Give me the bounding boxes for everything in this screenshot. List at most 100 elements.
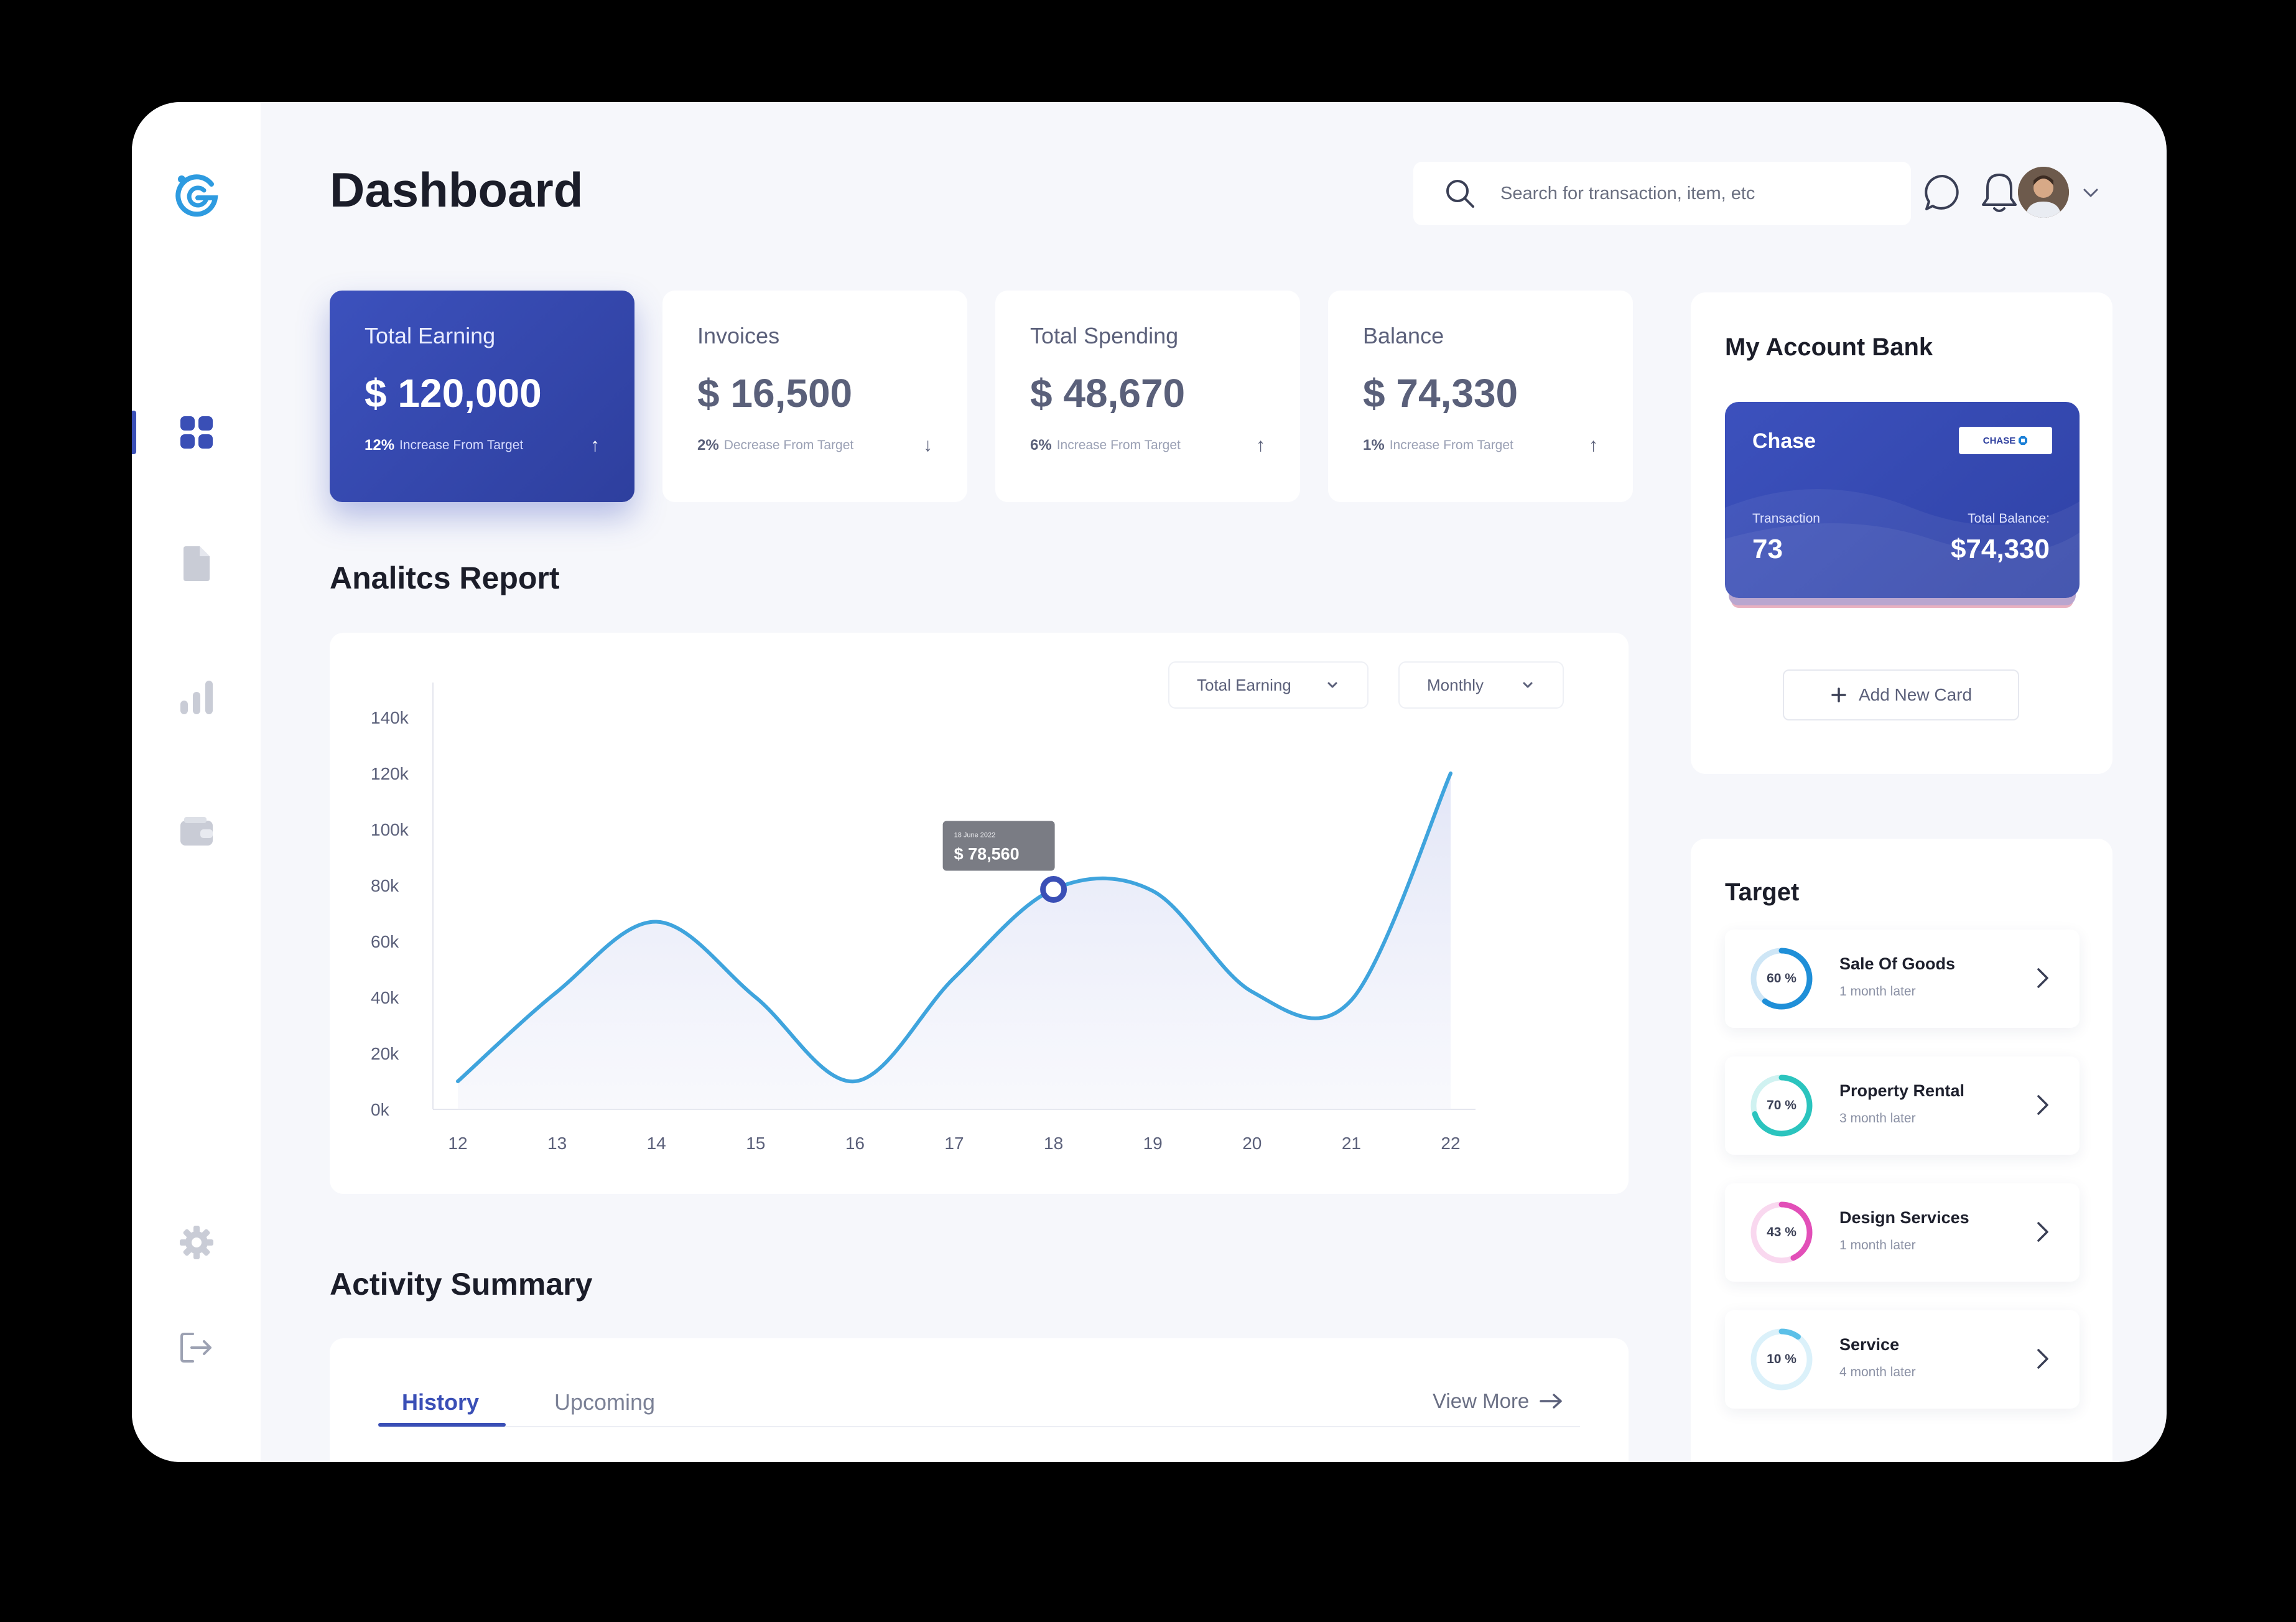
x-tick-label: 13 [547, 1134, 567, 1153]
sidebar-item-documents[interactable] [132, 536, 261, 592]
stat-label: Total Spending [1030, 323, 1179, 348]
app-logo-icon[interactable] [168, 165, 225, 223]
progress-ring [1750, 1328, 1813, 1391]
progress-ring-fill [1750, 1074, 1813, 1137]
stat-value: $ 120,000 [365, 371, 542, 416]
chevron-right-icon [2037, 1349, 2048, 1369]
target-item[interactable]: 10 % Service 4 month later [1725, 1310, 2080, 1409]
x-tick-label: 18 [1044, 1134, 1063, 1153]
sidebar-item-wallet[interactable] [132, 803, 261, 859]
arrow-right-icon [1540, 1394, 1563, 1409]
stat-card-invoices[interactable]: Invoices $ 16,500 2% Decrease From Targe… [662, 291, 967, 502]
chase-octagon-icon [2019, 436, 2028, 445]
stat-card-total-earning[interactable]: Total Earning $ 120,000 12% Increase Fro… [330, 291, 634, 502]
target-item[interactable]: 60 % Sale Of Goods 1 month later [1725, 930, 2080, 1028]
stat-card-balance[interactable]: Balance $ 74,330 1% Increase From Target… [1328, 291, 1633, 502]
x-tick-label: 22 [1441, 1134, 1460, 1153]
target-name: Design Services [1839, 1208, 1969, 1227]
metric-dropdown-value: Total Earning [1197, 675, 1291, 694]
view-more-link[interactable]: View More [1433, 1389, 1564, 1413]
tooltip-box [942, 821, 1055, 871]
stat-footer: 6% Increase From Target ↑ [1030, 435, 1265, 456]
analytics-title: Analitcs Report [330, 561, 560, 595]
x-tick-label: 12 [448, 1134, 467, 1153]
chevron-right-icon [2037, 968, 2048, 988]
stat-percent: 12% [365, 437, 395, 454]
transaction-label: Transaction [1752, 511, 1820, 526]
analytics-chart-card: Total Earning Monthly 140k 120k 100k 80k 60k… [330, 633, 1629, 1194]
plus-icon [1831, 687, 1846, 702]
balance-label: Total Balance: [1968, 511, 2050, 526]
sidebar-item-settings[interactable] [132, 1214, 261, 1270]
stat-value: $ 16,500 [697, 371, 853, 416]
metric-dropdown[interactable]: Total Earning [1168, 661, 1369, 709]
bank-panel-title: My Account Bank [1725, 333, 1933, 361]
target-name: Service [1839, 1335, 1900, 1354]
activity-card: History Upcoming View More [330, 1338, 1629, 1462]
chat-bubble-icon [1925, 174, 1959, 210]
progress-percent: 43 % [1767, 1225, 1796, 1239]
target-item[interactable]: 43 % Design Services 1 month later [1725, 1183, 2080, 1282]
logout-icon [180, 1333, 211, 1363]
bank-account-panel: My Account Bank Chase CHASE Transaction … [1691, 292, 2112, 774]
stat-card-total-spending[interactable]: Total Spending $ 48,670 6% Increase From… [995, 291, 1300, 502]
target-item[interactable]: 70 % Property Rental 3 month later [1725, 1056, 2080, 1155]
tab-upcoming[interactable]: Upcoming [554, 1389, 656, 1415]
y-tick-label: 120k [371, 764, 409, 783]
search-icon [1446, 180, 1474, 208]
messages-button[interactable] [1918, 168, 1968, 218]
stat-footer: 1% Increase From Target ↑ [1363, 435, 1598, 456]
stat-note: Increase From Target [1056, 438, 1181, 452]
bell-icon [1982, 174, 2017, 212]
chase-logo-text: CHASE [1982, 435, 2016, 446]
series-line [456, 771, 1452, 1084]
x-tick-label: 19 [1143, 1134, 1163, 1153]
analytics-chart[interactable]: 140k 120k 100k 80k 60k 40k 20k 0k 12 13 14 15 16 17 18… [330, 633, 1629, 1194]
area-fill [458, 773, 1451, 1109]
target-name: Property Rental [1839, 1081, 1965, 1100]
target-subtitle: 1 month later [1839, 1238, 1916, 1252]
progress-percent: 60 % [1767, 971, 1796, 986]
add-new-card-button[interactable]: Add New Card [1783, 669, 2019, 720]
arrow-up-icon: ↑ [1256, 435, 1265, 455]
x-tick-label: 21 [1342, 1134, 1361, 1153]
arrow-up-icon: ↑ [590, 435, 600, 455]
sidebar-item-logout[interactable] [132, 1320, 261, 1376]
stat-percent: 6% [1030, 437, 1052, 454]
chevron-down-icon[interactable] [2081, 184, 2100, 202]
document-icon [183, 546, 210, 581]
tab-history[interactable]: History [402, 1389, 480, 1415]
notification-button[interactable] [1974, 168, 2024, 218]
progress-ring-fill [1750, 1328, 1813, 1391]
chevron-down-icon [1327, 682, 1337, 688]
progress-ring [1750, 1201, 1813, 1264]
credit-card[interactable]: Chase CHASE Transaction 73 Total Balance… [1725, 402, 2080, 598]
chevron-down-icon [1523, 682, 1533, 688]
target-panel: Target 60 % Sale Of Goods 1 month later … [1691, 839, 2112, 1462]
progress-percent: 70 % [1767, 1098, 1796, 1112]
period-dropdown[interactable]: Monthly [1398, 661, 1564, 709]
search-bar[interactable] [1413, 162, 1911, 225]
tooltip-date: 18 June 2022 [954, 831, 996, 839]
highlight-point [1040, 875, 1067, 903]
period-dropdown-value: Monthly [1427, 675, 1484, 694]
page-title: Dashboard [330, 162, 583, 217]
target-panel-title: Target [1725, 879, 1800, 906]
card-bank-name: Chase [1752, 429, 1816, 453]
chevron-right-icon [2037, 1095, 2048, 1115]
y-tick-label: 20k [371, 1044, 399, 1063]
arrow-up-icon: ↑ [1589, 435, 1598, 455]
chase-logo: CHASE [1959, 427, 2052, 454]
sidebar-item-dashboard[interactable] [132, 404, 261, 460]
search-input[interactable] [1499, 182, 1875, 205]
y-tick-label: 0k [371, 1100, 390, 1119]
bar-chart-icon [180, 681, 213, 714]
y-tick-label: 60k [371, 932, 399, 951]
sidebar-item-analytics[interactable] [132, 669, 261, 725]
activity-title: Activity Summary [330, 1267, 593, 1302]
stat-note: Increase From Target [1389, 438, 1513, 452]
stat-value: $ 74,330 [1363, 371, 1518, 416]
avatar[interactable] [2018, 167, 2069, 218]
sidebar [132, 102, 261, 1462]
progress-ring-fill [1750, 948, 1813, 1010]
